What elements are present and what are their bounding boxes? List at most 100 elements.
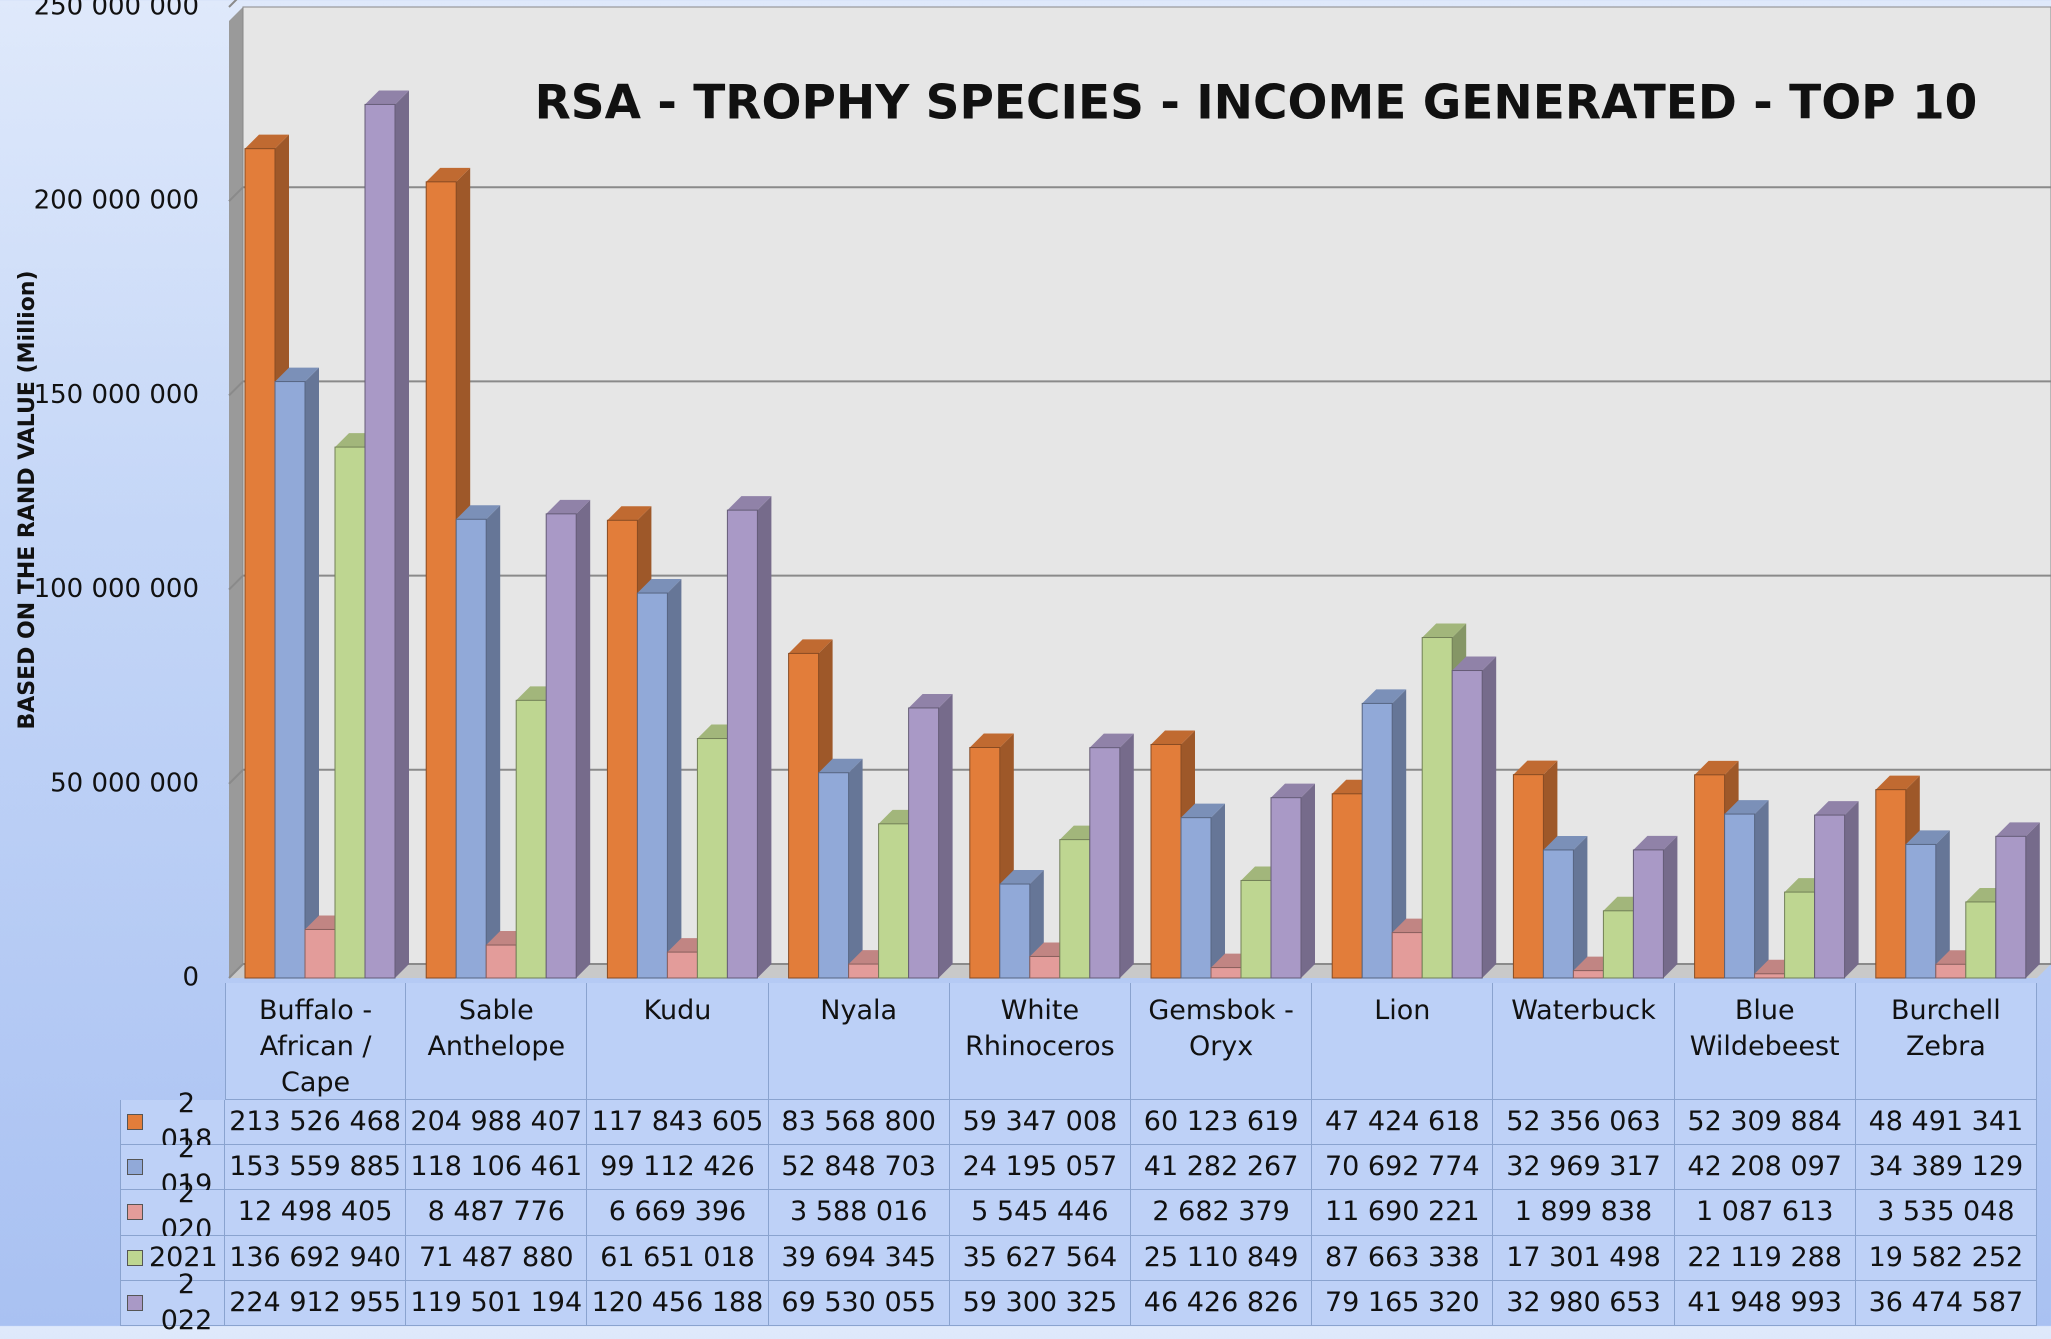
bar	[545, 513, 577, 979]
bar	[1965, 901, 1997, 979]
value-label: 79 165 320	[1312, 1280, 1494, 1326]
bar-side	[1301, 783, 1315, 978]
bar	[1694, 774, 1726, 979]
bar	[304, 928, 336, 979]
legend-entry: 2 022	[120, 1269, 225, 1336]
legend-key	[127, 1204, 143, 1221]
value-label: 41 948 993	[1674, 1280, 1856, 1326]
value-label: 213 526 468	[225, 1100, 407, 1146]
bar-top	[1995, 822, 2040, 837]
bar	[1572, 970, 1604, 979]
bar-side	[395, 90, 409, 978]
bar-side	[1482, 656, 1497, 978]
value-label: 71 487 880	[406, 1235, 588, 1281]
bar	[1089, 747, 1121, 979]
bar-side	[1119, 733, 1134, 978]
legend-entry: 2 019	[120, 1133, 225, 1200]
value-label: 35 627 564	[949, 1235, 1131, 1281]
chart-title: RSA - TROPHY SPECIES - INCOME GENERATED …	[535, 76, 1978, 131]
bar	[1784, 891, 1816, 979]
bar	[1512, 774, 1544, 979]
legend-key	[127, 1114, 143, 1131]
y-tick-label: 100 000 000	[34, 574, 199, 604]
value-label: 46 426 826	[1131, 1280, 1313, 1326]
value-label: 48 491 341	[1855, 1100, 2037, 1146]
bar-top	[607, 506, 652, 521]
value-label: 117 843 605	[587, 1100, 769, 1146]
value-label: 119 501 194	[406, 1280, 588, 1326]
bar-top	[245, 134, 289, 149]
value-label: 19 582 252	[1855, 1235, 2037, 1281]
bar-top	[908, 693, 953, 708]
legend-entry: 2 020	[120, 1178, 225, 1245]
value-label: 59 347 008	[949, 1100, 1131, 1146]
bar	[908, 707, 940, 979]
bar	[788, 652, 820, 979]
value-label: 153 559 885	[225, 1145, 407, 1191]
bar-top	[456, 505, 501, 520]
bar	[818, 772, 850, 979]
bar	[606, 519, 638, 979]
bar-side	[848, 758, 863, 978]
bar	[515, 699, 547, 979]
bar	[1754, 973, 1786, 979]
y-axis-title: BASED ON THE RAND VALUE (Million)	[15, 270, 40, 729]
bar-top	[1543, 835, 1588, 850]
bar	[1150, 743, 1182, 979]
bar	[726, 509, 758, 979]
value-label: 42 208 097	[1674, 1145, 1856, 1191]
bar	[1632, 849, 1664, 979]
value-label: 61 651 018	[587, 1235, 769, 1281]
y-tick-label: 50 000 000	[50, 768, 199, 798]
bar-side	[1663, 835, 1678, 978]
grid-line	[228, 380, 2051, 397]
bar-side	[486, 505, 501, 978]
category-label: Waterbuck	[1493, 983, 1675, 1100]
value-label: 99 112 426	[587, 1145, 769, 1191]
value-label: 12 498 405	[225, 1190, 407, 1236]
bar	[969, 746, 1001, 979]
value-label: 36 474 587	[1855, 1280, 2037, 1326]
bar	[1724, 813, 1756, 979]
legend-key	[127, 1159, 143, 1176]
value-label: 6 669 396	[587, 1190, 769, 1236]
category-label: Kudu	[587, 983, 769, 1100]
bar-top	[1724, 800, 1769, 815]
bar-top	[969, 733, 1014, 748]
bar	[666, 951, 698, 979]
value-label: 52 848 703	[768, 1145, 950, 1191]
value-label: 204 988 407	[406, 1100, 588, 1146]
category-label: Blue Wildebeest	[1674, 983, 1856, 1100]
grid-line	[228, 0, 238, 8]
bar	[1875, 789, 1907, 979]
bar	[848, 963, 880, 979]
bar-top	[426, 167, 471, 182]
bar-top	[1694, 760, 1739, 775]
bar-top	[727, 496, 772, 511]
legend-key	[127, 1294, 143, 1311]
bar	[1029, 955, 1061, 979]
bar-top	[1513, 760, 1558, 775]
y-tick-label: 200 000 000	[34, 186, 199, 216]
value-label: 60 123 619	[1131, 1100, 1313, 1146]
bar	[1451, 670, 1483, 979]
bar-top	[365, 90, 409, 105]
bar-top	[1452, 656, 1497, 671]
bar-side	[938, 693, 953, 978]
bar-side	[305, 367, 319, 979]
bar	[485, 944, 517, 979]
value-label: 32 969 317	[1493, 1145, 1675, 1191]
bar-top	[275, 367, 319, 382]
side-wall	[229, 7, 243, 978]
legend-label: 2 022	[160, 1268, 213, 1336]
bar-top	[546, 499, 591, 514]
value-label: 69 530 055	[768, 1280, 950, 1326]
value-label: 3 588 016	[768, 1190, 950, 1236]
bar	[696, 738, 728, 979]
value-label: 120 456 188	[587, 1280, 769, 1326]
grid-line	[228, 186, 2051, 202]
bar-side	[1935, 830, 1950, 978]
bar-side	[1573, 835, 1588, 978]
bar	[636, 592, 668, 979]
